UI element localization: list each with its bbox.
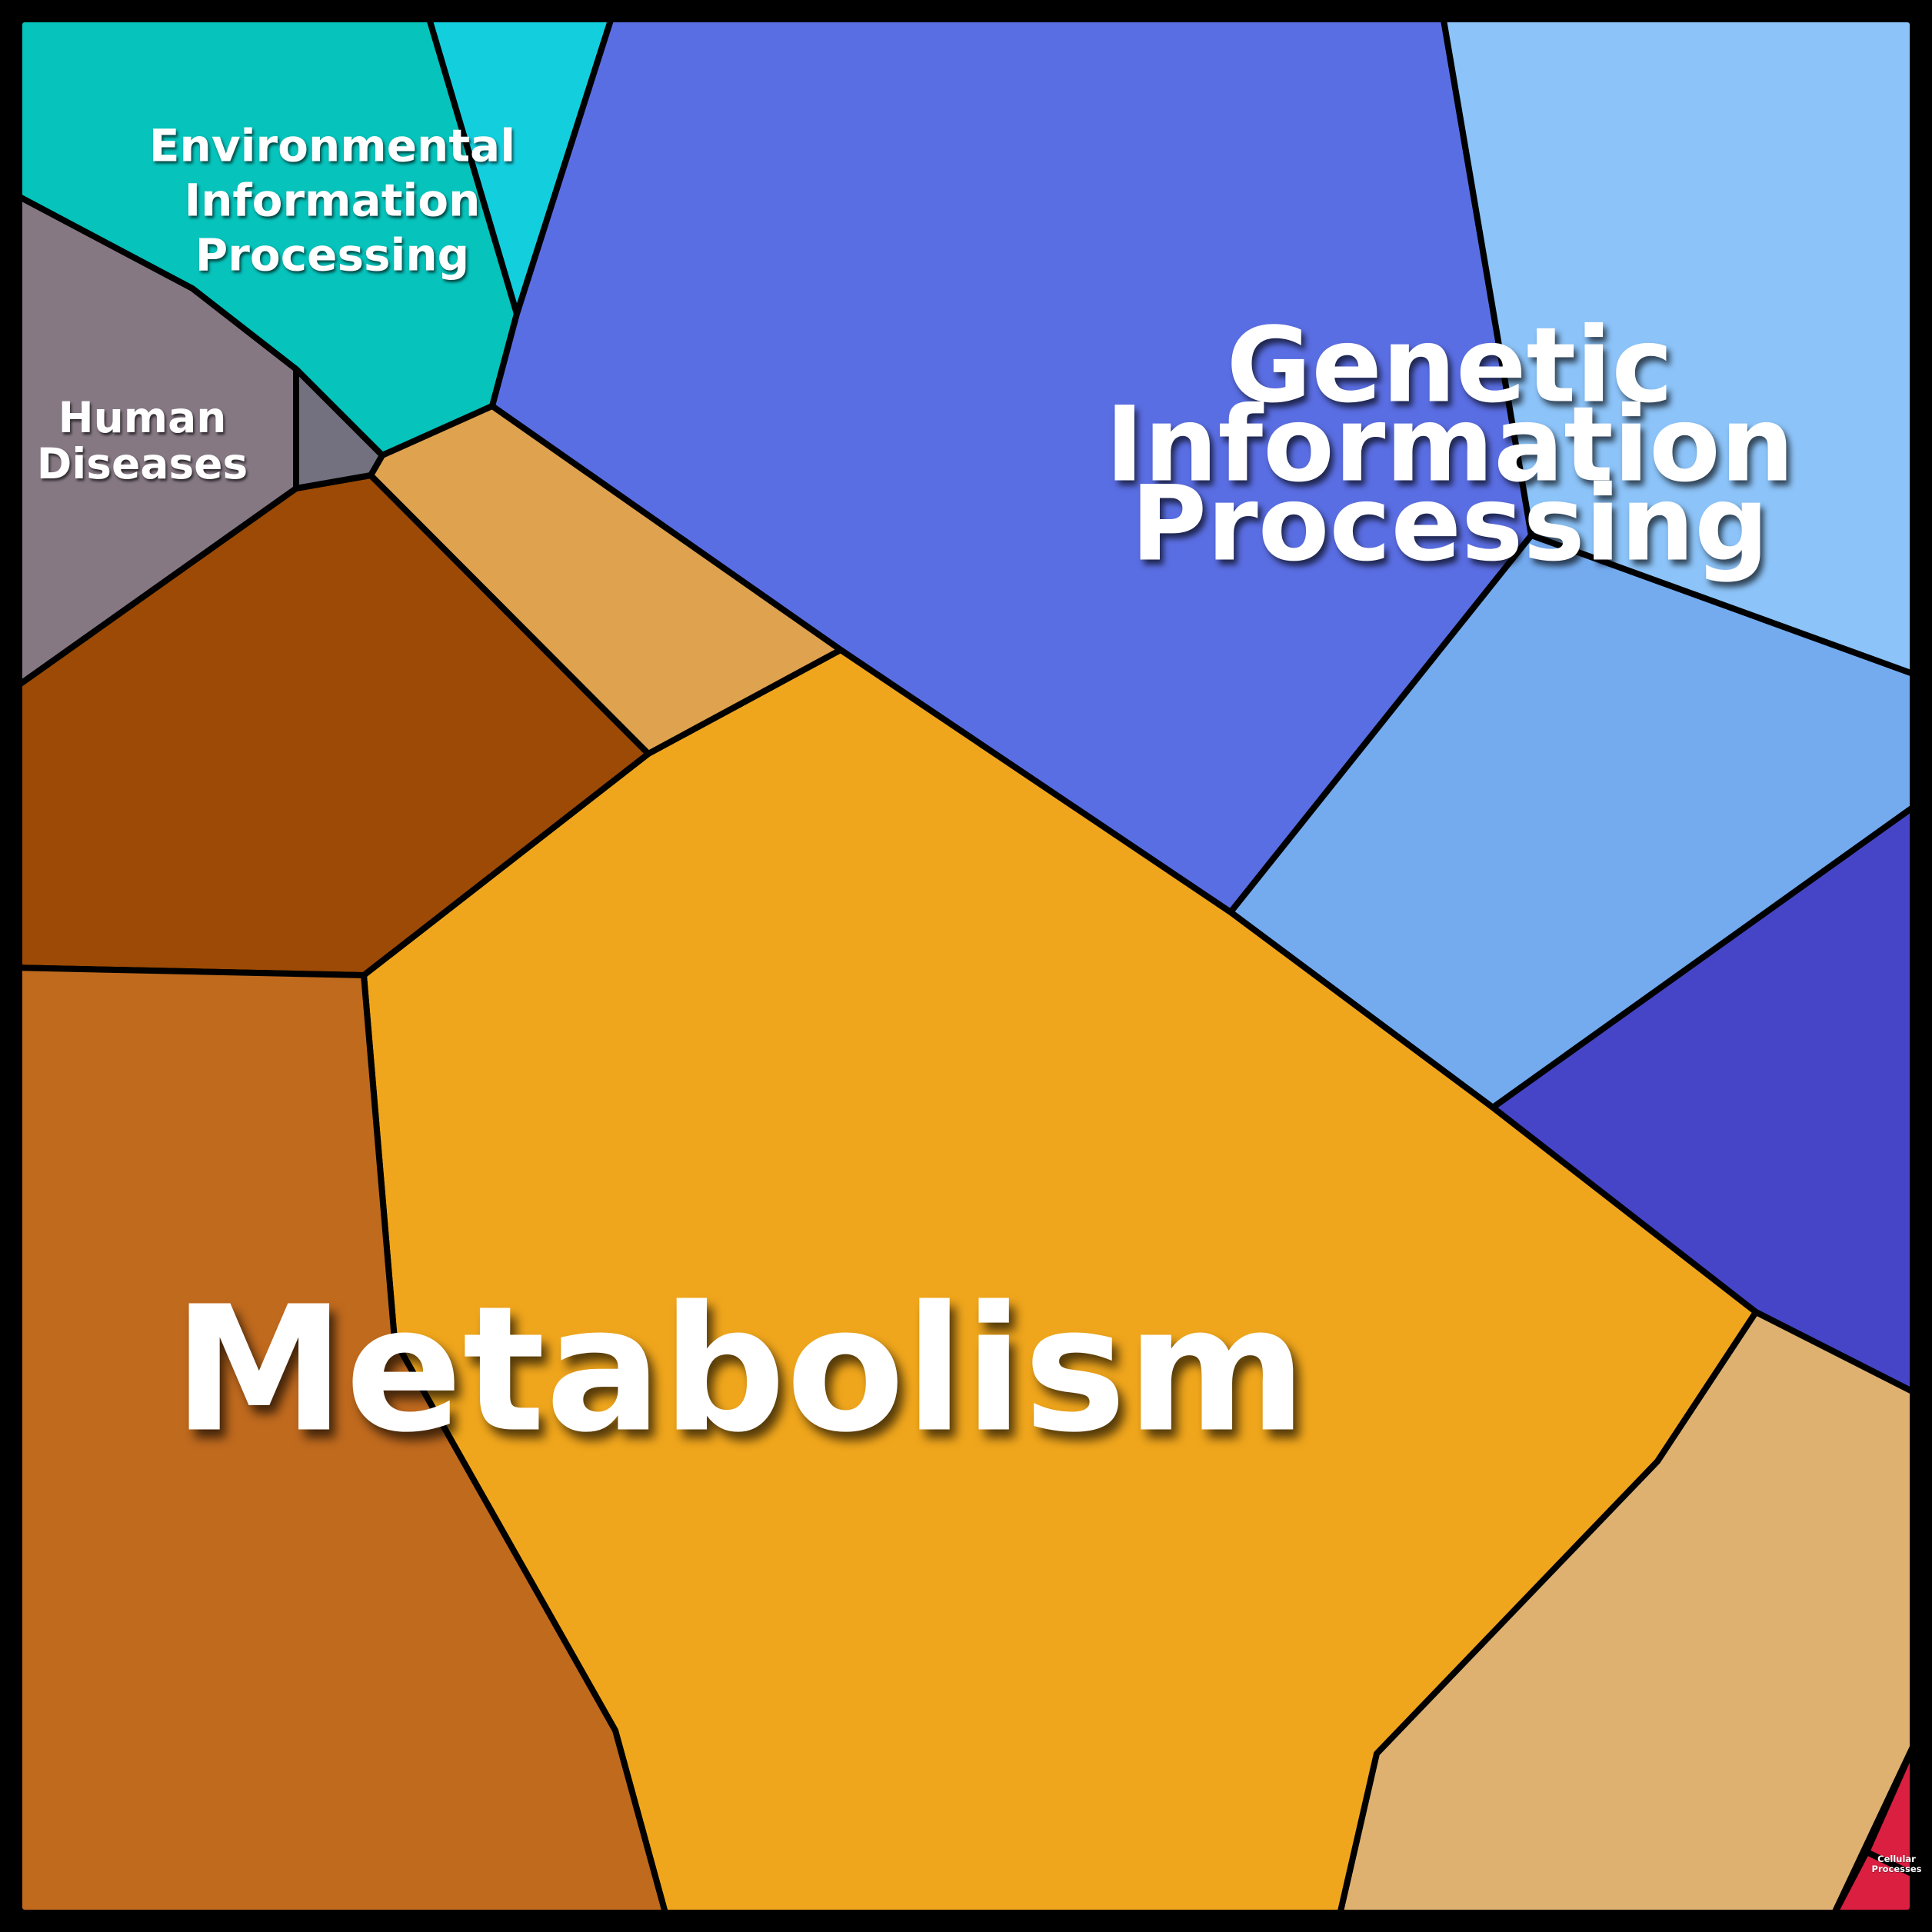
region-metabolism-sandy bbox=[368, 403, 844, 757]
region-human-diseases-sliver bbox=[293, 366, 385, 491]
regions-layer bbox=[8, 8, 1924, 1924]
